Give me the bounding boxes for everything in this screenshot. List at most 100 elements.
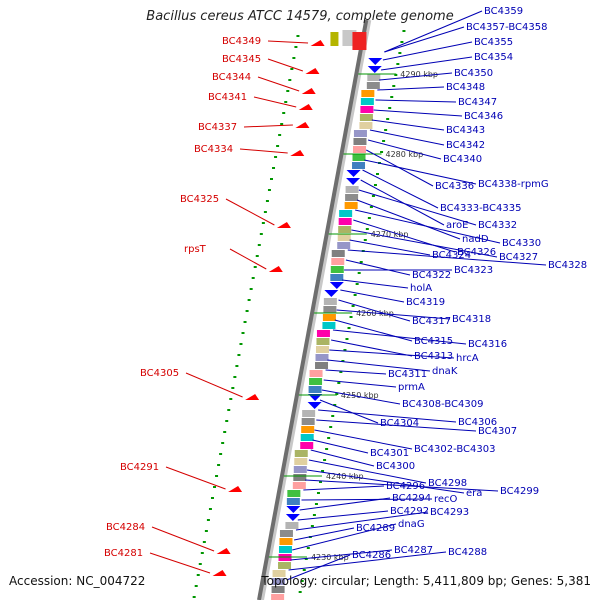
tick-mark bbox=[219, 453, 223, 455]
forward-gene-block bbox=[285, 522, 299, 529]
tick-mark bbox=[373, 184, 377, 186]
forward-label-bc4317: BC4317 bbox=[412, 316, 451, 327]
forward-label-bc4338-rpmg: BC4338-rpmG bbox=[478, 179, 549, 190]
tick-mark bbox=[294, 46, 298, 48]
tick-mark bbox=[310, 525, 314, 527]
forward-label-bc4300: BC4300 bbox=[376, 461, 415, 472]
tick-mark bbox=[210, 497, 214, 499]
tick-mark bbox=[255, 255, 259, 257]
forward-gene-arrow bbox=[285, 514, 300, 521]
tick-mark bbox=[388, 107, 392, 109]
forward-gene-arrow bbox=[367, 66, 382, 73]
tick-mark bbox=[213, 486, 217, 488]
forward-gene-block bbox=[308, 386, 322, 393]
reverse-label-bc4337: BC4337 bbox=[198, 122, 237, 133]
tick-mark bbox=[245, 310, 249, 312]
reverse-leader-line bbox=[257, 76, 300, 92]
forward-leader-line bbox=[371, 119, 445, 131]
tick-mark bbox=[396, 63, 400, 65]
forward-leader-line bbox=[316, 419, 477, 432]
reverse-gene-arrow bbox=[228, 486, 243, 492]
forward-gene-block bbox=[302, 410, 316, 417]
forward-leader-line bbox=[332, 329, 467, 345]
forward-leader-line bbox=[286, 554, 351, 581]
accession-text: Accession: NC_004722 bbox=[9, 574, 146, 588]
forward-leader-line bbox=[294, 527, 355, 541]
tick-mark bbox=[302, 569, 306, 571]
tick-mark bbox=[263, 211, 267, 213]
forward-gene-block bbox=[353, 138, 367, 145]
reverse-leader-line bbox=[185, 372, 243, 398]
forward-gene-arrow bbox=[307, 402, 322, 409]
forward-label-bc4346: BC4346 bbox=[464, 111, 503, 122]
tick-mark bbox=[345, 338, 349, 340]
reverse-gene-arrow bbox=[310, 40, 325, 46]
reverse-label-bc4325: BC4325 bbox=[180, 194, 219, 205]
forward-leader-line bbox=[379, 72, 453, 81]
forward-leader-line bbox=[334, 319, 413, 342]
tick-mark bbox=[221, 442, 225, 444]
forward-gene-block bbox=[331, 250, 345, 257]
forward-leader-line bbox=[369, 129, 445, 146]
gene-block bbox=[352, 32, 367, 50]
tick-mark bbox=[325, 448, 329, 450]
reverse-label-bc4341: BC4341 bbox=[208, 92, 247, 103]
tick-mark bbox=[247, 299, 251, 301]
forward-gene-block bbox=[352, 162, 366, 169]
forward-label-bc4322: BC4322 bbox=[412, 270, 451, 281]
forward-leader-line bbox=[353, 219, 456, 253]
reverse-leader-line bbox=[225, 198, 275, 226]
tick-mark bbox=[355, 283, 359, 285]
tick-mark bbox=[298, 591, 302, 593]
reverse-leader-line bbox=[149, 552, 211, 574]
forward-gene-block bbox=[330, 274, 344, 281]
tick-mark bbox=[380, 151, 384, 153]
tick-mark bbox=[194, 585, 198, 587]
tick-mark bbox=[357, 272, 361, 274]
tick-mark bbox=[253, 266, 257, 268]
forward-gene-block bbox=[315, 354, 329, 361]
forward-gene-block bbox=[309, 378, 323, 385]
reverse-label-bc4291: BC4291 bbox=[120, 462, 159, 473]
tick-mark bbox=[296, 35, 300, 37]
forward-leader-line bbox=[295, 511, 429, 531]
forward-leader-line bbox=[292, 523, 397, 551]
forward-leader-line bbox=[314, 429, 413, 450]
forward-gene-block bbox=[316, 330, 330, 337]
forward-leader-line bbox=[367, 139, 442, 160]
forward-label-hola: holA bbox=[410, 283, 432, 294]
forward-gene-block bbox=[315, 346, 329, 353]
reverse-label-bc4345: BC4345 bbox=[222, 54, 261, 65]
forward-gene-block bbox=[300, 442, 314, 449]
forward-gene-block bbox=[292, 482, 306, 489]
tick-mark bbox=[333, 404, 337, 406]
tick-mark bbox=[231, 387, 235, 389]
kbp-tick-label: 4240 kbp bbox=[326, 472, 364, 481]
tick-mark bbox=[202, 541, 206, 543]
tick-mark bbox=[365, 228, 369, 230]
tick-mark bbox=[347, 327, 351, 329]
tick-mark bbox=[327, 437, 331, 439]
forward-label-nadd: nadD bbox=[462, 234, 489, 245]
tick-mark bbox=[278, 134, 282, 136]
tick-mark bbox=[208, 508, 212, 510]
tick-mark bbox=[371, 195, 375, 197]
gene-block bbox=[330, 32, 339, 46]
forward-gene-arrow bbox=[346, 178, 361, 185]
tick-mark bbox=[290, 68, 294, 70]
reverse-leader-line bbox=[239, 148, 288, 154]
reverse-leader-line bbox=[267, 58, 304, 72]
tick-mark bbox=[300, 580, 304, 582]
tick-mark bbox=[359, 261, 363, 263]
forward-gene-block bbox=[271, 586, 285, 593]
forward-leader-line bbox=[321, 389, 401, 405]
tick-mark bbox=[329, 426, 333, 428]
forward-label-bc4299: BC4299 bbox=[500, 486, 539, 497]
forward-leader-line bbox=[338, 299, 411, 322]
reverse-gene-arrow bbox=[301, 88, 316, 94]
forward-gene-block bbox=[309, 370, 323, 377]
tick-mark bbox=[316, 492, 320, 494]
tick-mark bbox=[200, 552, 204, 554]
forward-gene-block bbox=[294, 458, 308, 465]
forward-label-bc4318: BC4318 bbox=[452, 314, 491, 325]
